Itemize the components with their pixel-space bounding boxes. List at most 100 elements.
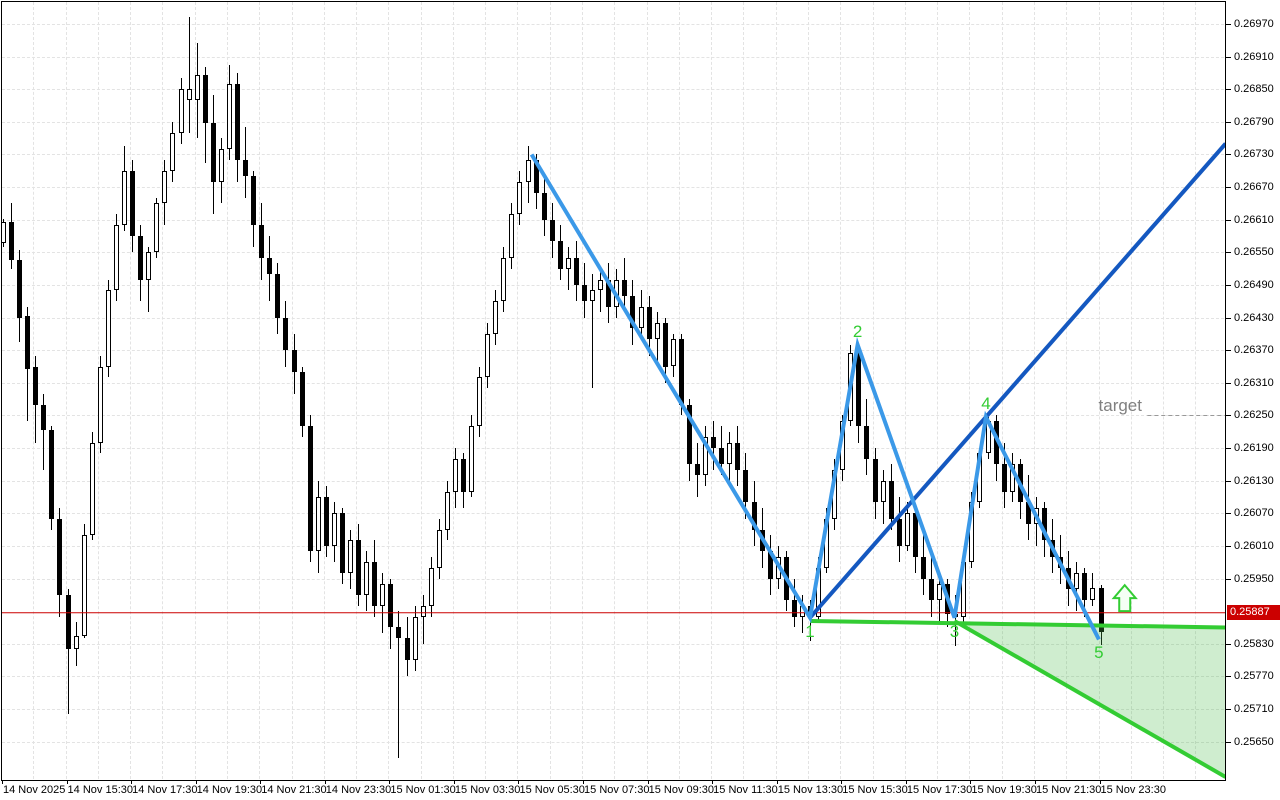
v-gridline <box>130 2 132 779</box>
candle-body <box>469 426 474 492</box>
price-label: 0.26070 <box>1234 507 1274 520</box>
v-gridline <box>323 2 325 779</box>
candle-body <box>856 352 861 427</box>
h-gridline <box>2 513 1224 515</box>
price-label: 0.26250 <box>1234 409 1274 422</box>
v-gridline <box>291 2 293 779</box>
price-label: 0.26670 <box>1234 181 1274 194</box>
v-gridline <box>614 2 616 779</box>
candle-body <box>630 295 635 329</box>
candle-body <box>913 513 918 557</box>
time-axis-tick <box>776 780 778 784</box>
candle-body <box>526 159 531 182</box>
candle-body <box>1002 464 1007 492</box>
price-axis-tick <box>1225 382 1231 384</box>
candle-body <box>671 339 676 367</box>
wave-point-label: 3 <box>949 621 960 641</box>
v-gridline <box>549 2 551 779</box>
candle-wick <box>568 246 569 291</box>
time-label: 15 Nov 21:30 <box>1035 784 1102 796</box>
wave-point-label: 2 <box>852 321 863 341</box>
time-axis-tick <box>2 780 3 784</box>
candle-body <box>945 583 950 614</box>
candle-wick <box>423 594 424 644</box>
candle-body <box>275 274 280 318</box>
price-axis-tick <box>1225 187 1231 189</box>
price-axis-tick <box>1225 56 1231 58</box>
price-label: 0.26730 <box>1234 148 1274 161</box>
v-gridline <box>1033 2 1035 779</box>
candle-body <box>179 89 184 133</box>
candle-body <box>800 605 805 617</box>
h-gridline <box>2 676 1224 678</box>
candle-body <box>308 426 313 552</box>
candle-body <box>33 366 38 405</box>
target-label[interactable]: target <box>1098 396 1142 415</box>
time-label: 15 Nov 13:30 <box>777 784 844 796</box>
time-label: 14 Nov 19:30 <box>196 784 263 796</box>
time-axis-tick <box>841 780 843 784</box>
up-arrow-icon[interactable] <box>1111 583 1138 613</box>
candle-body <box>380 583 385 606</box>
price-label: 0.26850 <box>1234 83 1274 96</box>
price-label: 0.26490 <box>1234 278 1274 291</box>
time-axis-tick <box>1099 780 1101 784</box>
price-label: 0.26970 <box>1234 18 1274 30</box>
candle-body <box>122 170 127 226</box>
h-gridline <box>2 545 1224 547</box>
candle-body <box>622 279 627 296</box>
price-label: 0.26550 <box>1234 246 1274 259</box>
v-gridline <box>904 2 906 779</box>
current-price-tag: 0.25887 <box>1227 605 1280 620</box>
time-label: 15 Nov 09:30 <box>648 784 715 796</box>
h-gridline <box>2 317 1224 319</box>
v-gridline <box>711 2 713 779</box>
candle-body <box>251 176 256 226</box>
candle-body <box>598 279 603 291</box>
time-label: 14 Nov 15:30 <box>67 784 133 796</box>
candle-body <box>1050 540 1055 557</box>
candle-body <box>719 448 724 465</box>
v-gridline <box>1001 2 1003 779</box>
price-label: 0.26790 <box>1234 115 1274 128</box>
candle-wick <box>600 268 601 313</box>
candle-body <box>388 583 393 628</box>
price-axis-tick <box>1225 252 1231 254</box>
h-gridline <box>2 219 1224 221</box>
candle-body <box>848 352 853 421</box>
wave-point-label: 1 <box>805 621 815 641</box>
candle-body <box>711 437 716 449</box>
candle-body <box>477 377 482 427</box>
time-label: 15 Nov 17:30 <box>906 784 973 796</box>
candle-body <box>1042 507 1047 541</box>
candle-body <box>897 518 902 546</box>
v-gridline <box>1195 2 1197 779</box>
candle-body <box>727 442 732 465</box>
price-axis-tick <box>1225 317 1231 319</box>
price-axis-tick <box>1225 219 1231 221</box>
v-gridline <box>356 2 358 779</box>
candle-body <box>9 222 14 261</box>
time-axis-tick <box>647 780 649 784</box>
candle-body <box>98 366 103 443</box>
candle-body <box>517 181 522 215</box>
h-gridline <box>2 154 1224 156</box>
v-gridline <box>420 2 422 779</box>
time-axis-tick <box>389 780 391 784</box>
time-label: 14 Nov 17:30 <box>132 784 198 796</box>
candle-body <box>340 513 345 574</box>
candle-body <box>655 323 660 340</box>
candle-body <box>1018 464 1023 503</box>
h-gridline <box>2 187 1224 189</box>
h-gridline <box>2 252 1224 254</box>
v-gridline <box>452 2 454 779</box>
time-label: 15 Nov 07:30 <box>584 784 650 796</box>
candle-body <box>130 170 135 237</box>
candle-body <box>235 83 240 160</box>
time-label: 15 Nov 03:30 <box>454 784 521 796</box>
candle-wick <box>148 246 149 313</box>
h-gridline <box>2 415 1224 417</box>
candle-body <box>614 279 619 307</box>
candle-body <box>937 583 942 601</box>
